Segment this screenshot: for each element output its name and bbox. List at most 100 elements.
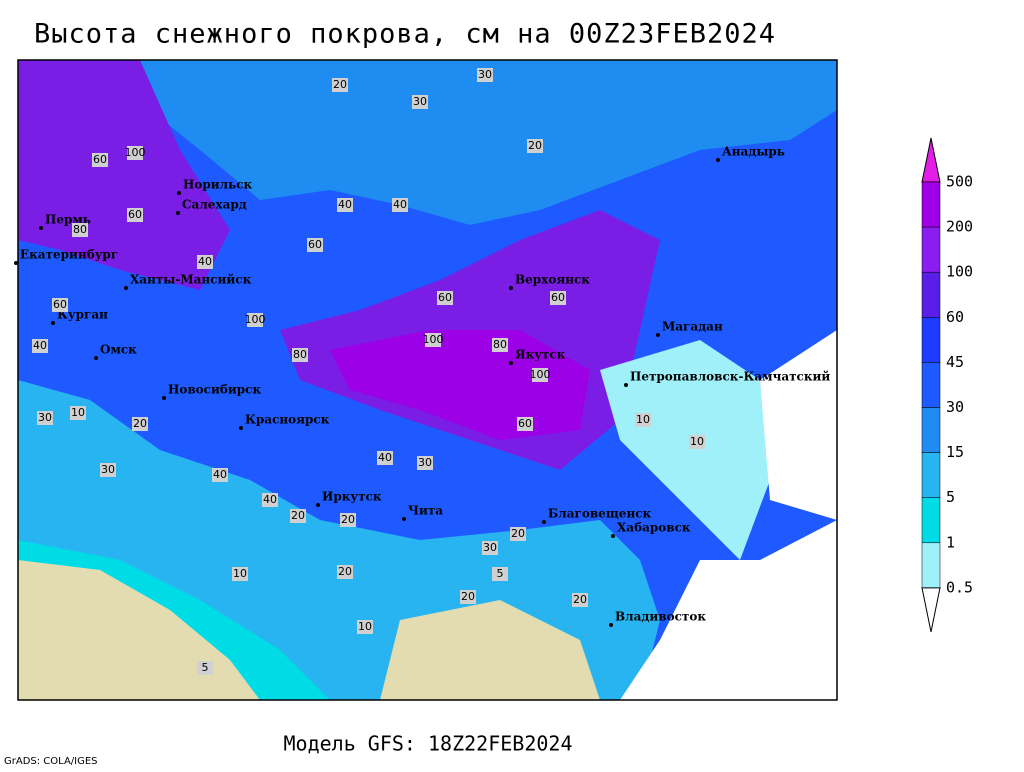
colorbar-label: 500 [946, 173, 973, 191]
contour-label-bg [689, 435, 705, 449]
city-label: Петропавловск-Камчатский [630, 370, 830, 384]
colorbar-segment [921, 226, 941, 273]
contour-label: 10 [358, 620, 372, 633]
contour-label-bg [232, 567, 248, 581]
colorbar-label: 0.5 [946, 578, 973, 596]
contour-label: 30 [101, 463, 115, 476]
sea [620, 520, 837, 700]
map [17, 59, 838, 701]
contour-label: 20 [573, 593, 587, 606]
city-label: Иркутск [322, 490, 382, 504]
contour-label-bg [492, 338, 508, 352]
colorbar-label: 60 [946, 308, 964, 326]
contour-label-bg [262, 493, 278, 507]
colorbar: 500 200 100 60 45 30 15 5 1 0.5 [921, 137, 973, 633]
city-dot [609, 623, 613, 627]
colorbar-segment [921, 497, 941, 544]
contour-label-bg [417, 456, 433, 470]
contour-label-bg [127, 146, 143, 160]
contour-label-bg [197, 255, 213, 269]
contour-label: 40 [33, 339, 47, 352]
city-label: Ханты-Мансийск [130, 273, 252, 287]
contour-label: 40 [263, 493, 277, 506]
contour-label-bg [292, 348, 308, 362]
contour-label-bg [247, 313, 263, 327]
contour-label-bg [52, 298, 68, 312]
city-dot [509, 361, 513, 365]
contour-label: 30 [413, 95, 427, 108]
city-dot [611, 534, 615, 538]
contour-label: 60 [53, 298, 67, 311]
contour-label-bg [550, 291, 566, 305]
city-label: Норильск [183, 178, 253, 192]
map-title: Высота снежного покрова, см на 00Z23FEB2… [34, 19, 776, 50]
contour-label: 30 [418, 456, 432, 469]
colorbar-segment [921, 317, 941, 363]
contour-label-bg [70, 406, 86, 420]
colorbar-segment [921, 452, 941, 498]
colorbar-label: 100 [946, 263, 973, 281]
contour-label: 20 [133, 417, 147, 430]
city-dot [509, 286, 513, 290]
colorbar-top [921, 137, 941, 183]
contour-label: 20 [338, 565, 352, 578]
city-dot [177, 191, 181, 195]
map-frame [17, 59, 838, 701]
contour-label: 20 [341, 513, 355, 526]
city-label: Анадырь [722, 145, 785, 159]
contour-label-bg [510, 527, 526, 541]
contour-label: 20 [461, 590, 475, 603]
city-label: Верхоянск [515, 273, 590, 287]
city-label: Чита [408, 504, 443, 518]
colorbar-bottom [921, 587, 941, 633]
contour-label-bg [572, 593, 588, 607]
colorbar-label: 200 [946, 218, 973, 236]
contour-label: 5 [202, 661, 209, 674]
city-dot [162, 396, 166, 400]
contour-label: 40 [393, 198, 407, 211]
contour-label: 10 [636, 413, 650, 426]
contour-label-bg [477, 68, 493, 82]
contour-label: 10 [690, 435, 704, 448]
contour-label: 30 [478, 68, 492, 81]
colorbar-label: 45 [946, 353, 964, 371]
city-dot [51, 321, 55, 325]
contour-label: 60 [128, 208, 142, 221]
contour-label-bg [635, 413, 651, 427]
contour-label-bg [100, 463, 116, 477]
contour-label-bg [32, 339, 48, 353]
credit: GrADS: COLA/IGES [4, 756, 98, 767]
contour-label-bg [132, 417, 148, 431]
colorbar-label: 5 [946, 488, 955, 506]
city-label: Красноярск [245, 413, 330, 427]
contour-label: 10 [233, 567, 247, 580]
city-label: Салехард [182, 198, 247, 212]
contour-label: 100 [245, 313, 266, 326]
city-label: Екатеринбург [20, 248, 118, 262]
colorbar-segment [921, 271, 941, 318]
city-dot [656, 333, 660, 337]
contour-label-bg [290, 509, 306, 523]
model-label: Модель GFS: 18Z22FEB2024 [284, 732, 573, 756]
contour-label: 40 [338, 198, 352, 211]
contour-label-bg [127, 208, 143, 222]
purple-core [330, 330, 590, 440]
city-label: Новосибирск [168, 383, 261, 397]
contour-label: 60 [438, 291, 452, 304]
city-label: Курган [57, 308, 108, 322]
colorbar-segment [921, 181, 941, 228]
city-dot [39, 226, 43, 230]
contour-label: 40 [198, 255, 212, 268]
city-dot [124, 286, 128, 290]
colorbar-label: 30 [946, 398, 964, 416]
contour-label: 80 [73, 223, 87, 236]
contour-label: 100 [423, 333, 444, 346]
contour-label-bg [37, 411, 53, 425]
contour-label-bg [460, 590, 476, 604]
contour-label: 20 [528, 139, 542, 152]
contour-label: 100 [530, 368, 551, 381]
contour-label: 60 [518, 417, 532, 430]
contour-label-bg [377, 451, 393, 465]
contour-label-bg [532, 368, 548, 382]
